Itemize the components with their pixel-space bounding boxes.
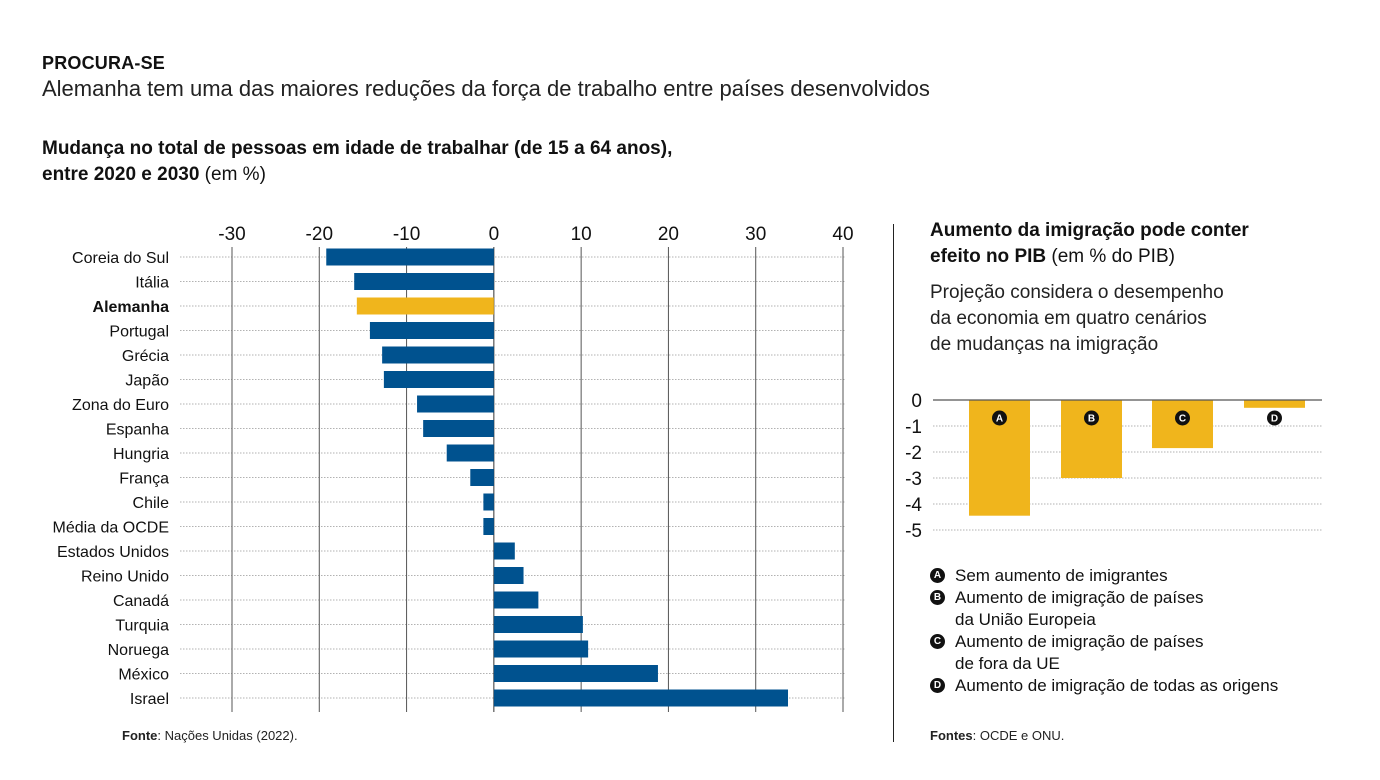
category-label: França (119, 471, 169, 488)
right-chart-description: Projeção considera o desempenho da econo… (930, 280, 1224, 358)
bar (493, 567, 524, 584)
scenario-badge-icon (1084, 410, 1099, 426)
left-source-text: : Nações Unidas (2022). (157, 728, 298, 743)
y-tick-label: -1 (905, 417, 922, 438)
right-title-bold-1: Aumento da imigração pode conter (930, 220, 1249, 241)
x-tick-label: 40 (832, 224, 853, 245)
scenario-badge-label: A (996, 414, 1003, 425)
description-line: da economia em quatro cenários (930, 308, 1207, 329)
bar (493, 640, 589, 658)
y-tick-label: -5 (905, 521, 922, 542)
right-source: Fontes: OCDE e ONU. (930, 728, 1064, 743)
x-tick-label: -20 (306, 224, 333, 245)
panel-divider (893, 224, 894, 742)
scenario-badge-label: B (1088, 414, 1095, 425)
right-source-label: Fontes (930, 728, 973, 743)
scenario-badge-icon (992, 410, 1007, 426)
category-label: Turquia (115, 618, 169, 635)
bar (382, 346, 494, 364)
legend-item-a: A Sem aumento de imigrantes (930, 565, 1278, 587)
right-chart-title: Aumento da imigração pode conter efeito … (930, 218, 1249, 270)
legend-text: Sem aumento de imigrantes (955, 566, 1168, 585)
category-label: Chile (133, 495, 170, 512)
badge-a-icon: A (930, 568, 945, 583)
left-chart-subtitle: Mudança no total de pessoas em idade de … (42, 136, 672, 188)
x-tick-label: -30 (218, 224, 245, 245)
scenario-badge-label: C (1179, 414, 1186, 425)
left-source: Fonte: Nações Unidas (2022). (122, 728, 298, 743)
category-label: Japão (125, 373, 169, 390)
legend-text: Aumento de imigração de países da União … (955, 588, 1204, 629)
scenario-badge-icon (1267, 410, 1282, 426)
bar (326, 248, 494, 266)
x-tick-label: -10 (393, 224, 420, 245)
x-tick-label: 10 (571, 224, 592, 245)
bar (1244, 400, 1305, 408)
left-source-label: Fonte (122, 728, 158, 743)
category-label: Média da OCDE (53, 520, 170, 537)
x-tick-label: 20 (658, 224, 679, 245)
legend-text: Aumento de imigração de países de fora d… (955, 632, 1204, 673)
bar (423, 420, 494, 437)
bar (493, 591, 539, 609)
category-label: Coreia do Sul (72, 250, 169, 267)
y-tick-label: -4 (905, 495, 922, 516)
y-tick-label: -3 (905, 469, 922, 490)
category-label: Zona do Euro (72, 397, 169, 414)
badge-b-icon: B (930, 590, 945, 605)
bar (417, 395, 494, 413)
subtitle-bold-line-1: Mudança no total de pessoas em idade de … (42, 138, 673, 159)
headline: Alemanha tem uma das maiores reduções da… (42, 76, 930, 101)
subtitle-bold-line-2: entre 2020 e 2030 (42, 164, 200, 185)
bar (383, 371, 494, 388)
legend-item-d: D Aumento de imigração de todas as orige… (930, 675, 1278, 697)
x-tick-label: 30 (745, 224, 766, 245)
description-line: de mudanças na imigração (930, 334, 1159, 355)
bar (493, 616, 583, 633)
category-label: Itália (135, 275, 169, 292)
badge-d-icon: D (930, 678, 945, 693)
kicker: PROCURA-SE (42, 53, 166, 73)
scenario-badge-icon (1175, 410, 1190, 426)
bar (483, 493, 494, 511)
category-label: Reino Unido (81, 569, 169, 586)
y-tick-label: 0 (911, 391, 922, 412)
legend-text: Aumento de imigração de todas as origens (955, 676, 1279, 695)
scenario-legend: A Sem aumento de imigrantes B Aumento de… (930, 565, 1278, 697)
badge-c-icon: C (930, 634, 945, 649)
subtitle-unit: (em %) (199, 164, 266, 185)
category-label: Espanha (106, 422, 169, 439)
category-label: México (118, 667, 169, 684)
bar (356, 297, 494, 315)
category-label: Portugal (109, 324, 169, 341)
category-label: Noruega (108, 642, 169, 659)
bar (369, 322, 494, 339)
bar (493, 689, 789, 707)
bar (354, 273, 494, 290)
right-title-unit: (em % do PIB) (1046, 246, 1175, 267)
category-label: Hungria (113, 446, 169, 463)
category-label: Alemanha (93, 299, 170, 316)
bar (493, 665, 658, 682)
scenario-badge-label: D (1271, 414, 1278, 425)
category-label: Estados Unidos (57, 544, 169, 561)
right-source-text: : OCDE e ONU. (972, 728, 1065, 743)
legend-item-b: B Aumento de imigração de países da Uniã… (930, 587, 1278, 631)
bar (493, 542, 515, 560)
bar (483, 518, 494, 535)
x-tick-label: 0 (489, 224, 500, 245)
category-label: Canadá (113, 593, 169, 610)
left-bar-chart: -30 -20 -10 0 10 20 30 40 Coreia do Sul Itália Ale… (53, 224, 854, 712)
bar (470, 469, 494, 486)
description-line: Projeção considera o desempenho (930, 282, 1224, 303)
category-label: Grécia (122, 348, 169, 365)
y-tick-label: -2 (905, 443, 922, 464)
category-label: Israel (130, 691, 169, 708)
right-bar-chart: 0 -1 -2 -3 -4 -5 A B C D (905, 391, 1322, 542)
right-title-bold-2: efeito no PIB (930, 246, 1047, 267)
bar (446, 444, 494, 462)
legend-item-c: C Aumento de imigração de países de fora… (930, 631, 1278, 675)
